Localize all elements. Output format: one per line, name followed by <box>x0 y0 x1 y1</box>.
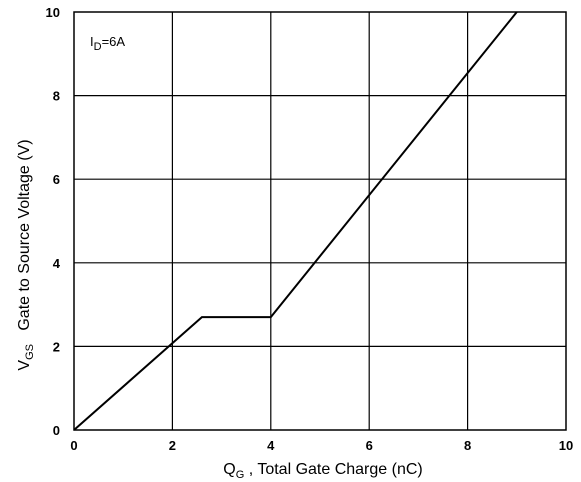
id-annotation-sub: D <box>94 41 102 53</box>
y-axis-label-rest: Gate to Source Voltage (V) <box>16 139 33 344</box>
series-group <box>73 11 518 431</box>
y-tick-label: 6 <box>53 172 60 187</box>
x-axis-label-sub: G <box>236 469 245 481</box>
id-annotation: ID=6A <box>90 34 125 53</box>
y-tick-label: 0 <box>53 423 60 438</box>
x-tick-label: 8 <box>464 438 471 453</box>
x-tick-labels: 0 2 4 6 8 10 <box>70 438 573 453</box>
y-tick-label: 2 <box>53 339 60 354</box>
x-axis-label-main: Q <box>223 461 235 478</box>
y-axis-label: VGS Gate to Source Voltage (V) <box>16 139 36 370</box>
x-axis-label: QG , Total Gate Charge (nC) <box>223 461 422 481</box>
x-tick-label: 0 <box>70 438 77 453</box>
y-tick-label: 4 <box>53 256 61 271</box>
y-tick-label: 8 <box>53 89 60 104</box>
y-tick-labels: 0 2 4 6 8 10 <box>46 5 61 438</box>
id-annotation-main: I <box>90 34 94 49</box>
grid-lines <box>74 12 566 430</box>
series-line <box>73 11 518 431</box>
x-tick-label: 4 <box>267 438 275 453</box>
plot-frame <box>73 11 567 431</box>
y-tick-label: 10 <box>46 5 60 20</box>
x-tick-label: 2 <box>169 438 176 453</box>
x-axis-label-rest: , Total Gate Charge (nC) <box>244 461 422 478</box>
y-axis-label-main: V <box>16 360 33 371</box>
x-tick-label: 10 <box>559 438 573 453</box>
y-axis-label-sub: GS <box>24 344 36 360</box>
id-annotation-rest: =6A <box>102 34 126 49</box>
x-tick-label: 6 <box>366 438 373 453</box>
